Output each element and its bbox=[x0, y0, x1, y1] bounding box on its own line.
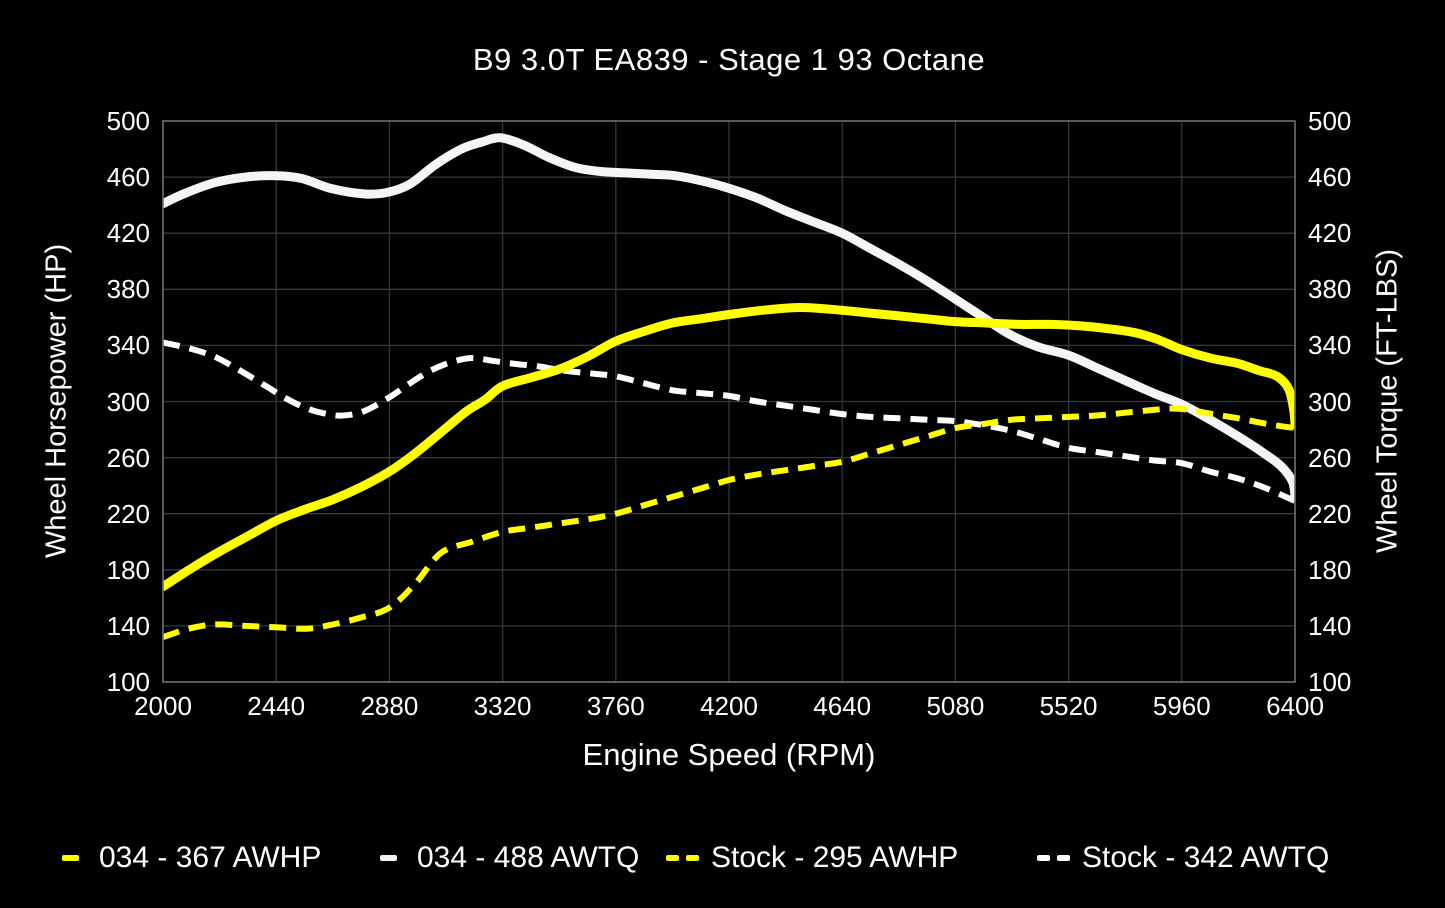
y-right-tick-100: 100 bbox=[1308, 667, 1352, 697]
legend-dash-segment bbox=[1056, 855, 1070, 861]
x-axis-label: Engine Speed (RPM) bbox=[582, 737, 876, 772]
curve-modified-horsepower bbox=[163, 303, 1295, 592]
legend-item-stock-awhp: Stock - 295 AWHP bbox=[662, 839, 958, 877]
y-left-tick-140: 140 bbox=[106, 610, 150, 641]
y-right-tick-340: 340 bbox=[1308, 330, 1352, 361]
legend-solid-segment bbox=[379, 855, 397, 861]
y-right-tick-180: 180 bbox=[1308, 554, 1352, 585]
plot-border bbox=[162, 120, 1296, 683]
legend-item-034-awtq: 034 - 488 AWTQ bbox=[368, 839, 639, 877]
x-tick-2440: 2440 bbox=[247, 691, 306, 721]
y-left-tick-220: 220 bbox=[106, 498, 150, 529]
x-tick-6400: 6400 bbox=[1266, 691, 1324, 721]
dyno-curves bbox=[163, 133, 1295, 640]
x-tick-3760: 3760 bbox=[586, 691, 645, 721]
y-left-tick-260: 260 bbox=[106, 442, 150, 473]
y-left-tick-460: 460 bbox=[106, 162, 150, 193]
chart-title: B9 3.0T EA839 - Stage 1 93 Octane bbox=[472, 42, 986, 77]
left-axis-label: Wheel Horsepower (HP) bbox=[40, 243, 73, 559]
y-right-tick-460: 460 bbox=[1308, 162, 1352, 193]
y-left-tick-100: 100 bbox=[106, 667, 150, 697]
legend-marker-stock-awhp bbox=[662, 855, 702, 861]
x-tick-4640: 4640 bbox=[813, 691, 872, 721]
legend-dash-segment bbox=[665, 855, 679, 861]
curve-stock-torque bbox=[163, 339, 1295, 504]
y-right-tick-220: 220 bbox=[1308, 498, 1352, 529]
x-tick-2880: 2880 bbox=[360, 691, 419, 721]
y-left-tick-500: 500 bbox=[106, 106, 150, 136]
legend-marker-034-awtq bbox=[368, 855, 408, 861]
x-tick-2000: 2000 bbox=[134, 691, 192, 721]
curve-stock-horsepower bbox=[163, 405, 1295, 640]
y-right-tick-500: 500 bbox=[1308, 106, 1352, 136]
y-left-tick-300: 300 bbox=[106, 386, 150, 417]
y-left-tick-420: 420 bbox=[106, 218, 150, 249]
legend-label-034-awtq: 034 - 488 AWTQ bbox=[417, 841, 640, 874]
legend-marker-stock-awtq bbox=[1033, 855, 1073, 861]
gridlines bbox=[162, 120, 1296, 683]
x-tick-3320: 3320 bbox=[473, 691, 532, 721]
legend-label-stock-awtq: Stock - 342 AWTQ bbox=[1082, 841, 1330, 874]
legend-solid-segment bbox=[61, 855, 79, 861]
legend-item-stock-awtq: Stock - 342 AWTQ bbox=[1033, 839, 1329, 877]
x-tick-4200: 4200 bbox=[700, 691, 758, 721]
legend-item-034-awhp: 034 - 367 AWHP bbox=[50, 839, 321, 877]
curve-modified-torque bbox=[163, 133, 1295, 502]
legend-marker-034-awhp bbox=[50, 855, 90, 861]
y-right-tick-380: 380 bbox=[1308, 274, 1352, 305]
legend-label-stock-awhp: Stock - 295 AWHP bbox=[711, 841, 959, 874]
x-tick-5520: 5520 bbox=[1039, 691, 1098, 721]
y-right-tick-300: 300 bbox=[1308, 386, 1352, 417]
y-left-tick-340: 340 bbox=[106, 330, 150, 361]
x-tick-5960: 5960 bbox=[1152, 691, 1211, 721]
x-tick-5080: 5080 bbox=[926, 691, 985, 721]
y-right-tick-420: 420 bbox=[1308, 218, 1352, 249]
legend-label-034-awhp: 034 - 367 AWHP bbox=[99, 841, 322, 874]
y-left-tick-180: 180 bbox=[106, 554, 150, 585]
legend-dash-segment bbox=[1036, 855, 1050, 861]
y-right-tick-260: 260 bbox=[1308, 442, 1352, 473]
legend-dash-segment bbox=[685, 855, 699, 861]
y-left-tick-380: 380 bbox=[106, 274, 150, 305]
y-right-tick-140: 140 bbox=[1308, 610, 1352, 641]
